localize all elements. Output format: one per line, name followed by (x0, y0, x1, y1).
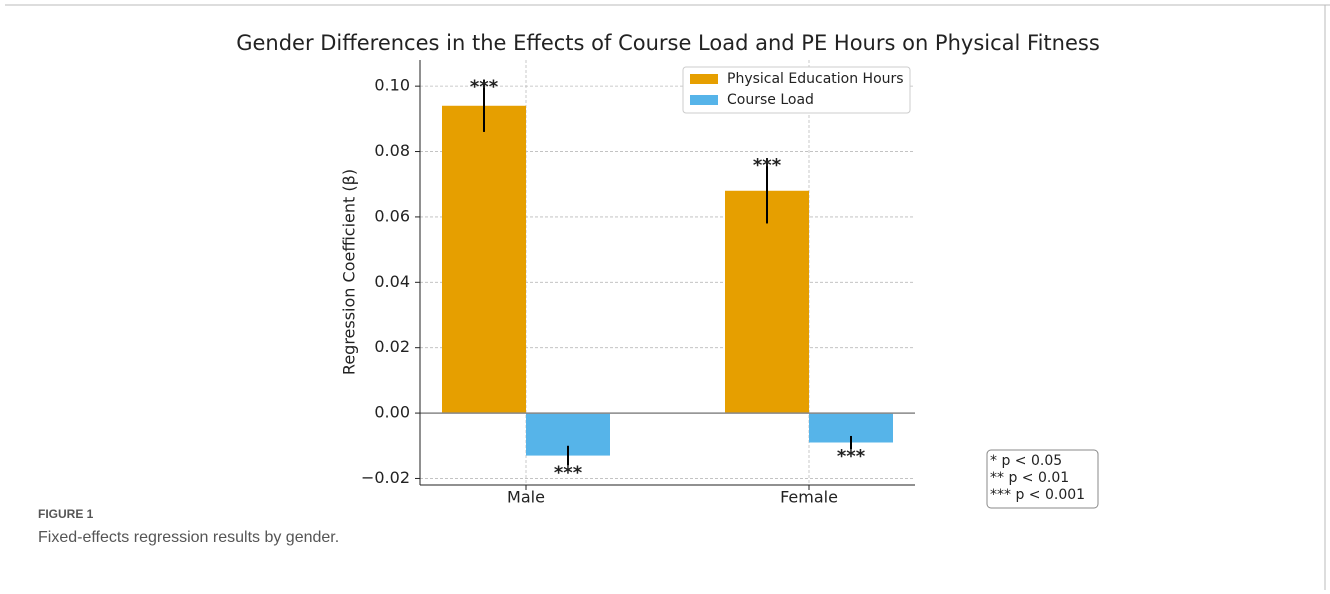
significance-label: *** (554, 462, 583, 483)
y-tick-label: 0.06 (374, 206, 410, 225)
x-tick-label: Male (507, 488, 545, 507)
legend-box (682, 66, 911, 114)
y-tick-label: 0.04 (374, 272, 410, 291)
caption-text: Fixed-effects regression results by gend… (38, 529, 339, 546)
legend-swatch (690, 95, 718, 105)
chart-title: Gender Differences in the Effects of Cou… (236, 31, 1100, 55)
significance-label: *** (753, 155, 782, 176)
y-tick-label: 0.00 (374, 403, 410, 422)
significance-label: *** (470, 77, 499, 98)
note: ** p < 0.01 (990, 470, 1069, 486)
significance-label: *** (837, 446, 866, 467)
legend-label: Course Load (727, 92, 814, 108)
y-tick-label: 0.10 (374, 76, 410, 95)
y-tick-label: 0.02 (374, 337, 410, 356)
y-axis-label: Regression Coefficient (β) (340, 169, 359, 375)
y-tick-label: −0.02 (361, 468, 410, 487)
x-tick-label: Female (780, 488, 838, 507)
legend-swatch (690, 74, 718, 84)
y-tick-label: 0.08 (374, 141, 410, 160)
note: * p < 0.05 (990, 453, 1062, 469)
notes-box (986, 449, 1099, 509)
bar (442, 105, 526, 414)
note: *** p < 0.001 (990, 487, 1085, 503)
legend-label: Physical Education Hours (727, 71, 904, 87)
caption-label: FIGURE 1 (38, 507, 94, 521)
bar (725, 190, 809, 414)
